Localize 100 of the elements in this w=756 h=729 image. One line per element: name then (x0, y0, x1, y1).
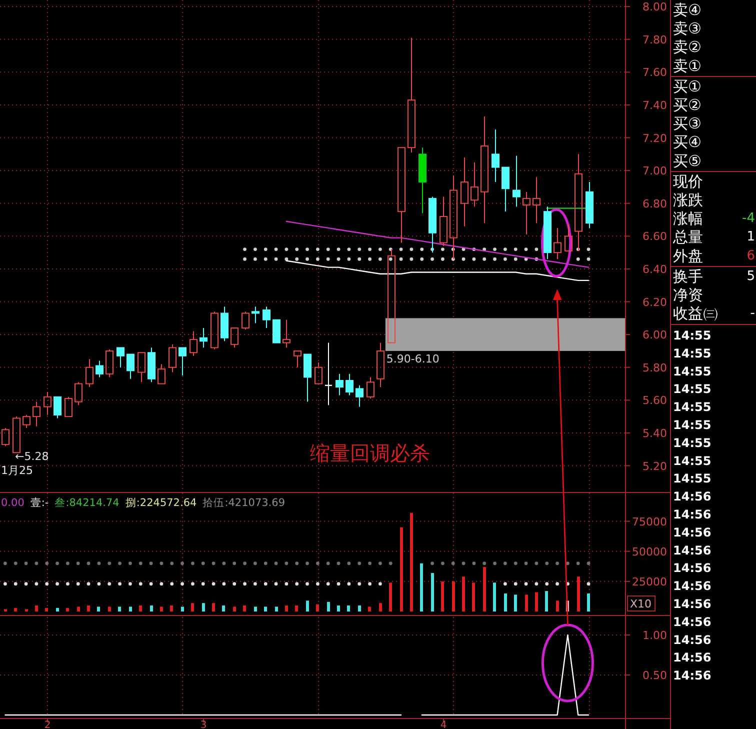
bar (77, 606, 80, 612)
text: - (750, 306, 755, 322)
bar (66, 608, 69, 612)
category-label: 卖④ (673, 1, 702, 19)
candlestick (86, 358, 94, 388)
bar (316, 604, 319, 612)
bar (264, 606, 267, 612)
bar (97, 606, 100, 612)
text: 6 (746, 248, 755, 264)
bar (400, 527, 403, 612)
text: 14:55 (673, 400, 712, 414)
text: 14:55 (673, 454, 712, 468)
bar (118, 606, 121, 612)
category-label: 涨幅 (673, 210, 703, 228)
bar (587, 593, 590, 612)
candlestick (470, 162, 478, 208)
text: 14:56 (673, 597, 712, 611)
annotation: 缩量回调必杀 (310, 441, 430, 465)
bar (243, 605, 246, 612)
y-tick-label: 7.80 (642, 33, 667, 46)
bar (295, 605, 298, 612)
annotation: 叁:84214.74 (54, 496, 120, 509)
candlestick (408, 37, 416, 154)
candlestick (190, 330, 198, 356)
text: 14:55 (673, 418, 712, 432)
bar (87, 605, 90, 612)
text: 14:56 (673, 543, 712, 558)
bar (212, 603, 215, 612)
text: 14:56 (673, 614, 712, 629)
candlestick (522, 191, 530, 236)
bar (493, 582, 496, 612)
text: 14:56 (673, 561, 712, 576)
y-tick-label: 7.00 (642, 164, 667, 178)
candlestick (398, 147, 406, 244)
candlestick (262, 306, 270, 328)
bar (420, 563, 423, 612)
text: 14:55 (673, 346, 712, 360)
bar (139, 605, 142, 612)
text: 14:56 (673, 525, 712, 540)
text: 14:55 (673, 472, 712, 486)
candlestick (126, 354, 134, 380)
category-label: 卖③ (673, 20, 702, 38)
category-label: 卖② (673, 38, 702, 56)
candlestick (346, 373, 354, 396)
candlestick (138, 352, 146, 383)
bar (337, 605, 340, 612)
category-label: 买② (673, 96, 702, 114)
annotation: 壹:- (30, 496, 49, 509)
bar (254, 606, 257, 612)
text: 14:56 (673, 632, 712, 647)
candlestick (554, 227, 562, 260)
candlestick (376, 342, 384, 388)
bar (191, 603, 194, 612)
bar (462, 576, 465, 612)
candlestick (356, 384, 364, 408)
bar (14, 608, 17, 612)
bar (181, 606, 184, 612)
text: 1 (746, 230, 755, 245)
y-tick-label: 5.80 (642, 361, 667, 374)
candlestick (336, 373, 344, 396)
bar (577, 576, 580, 612)
y-tick-label: 6.60 (642, 230, 667, 244)
text: 14:55 (673, 382, 712, 396)
bar (514, 594, 517, 612)
candlestick (32, 401, 40, 427)
text: 14:56 (673, 650, 712, 665)
candlestick (480, 116, 488, 224)
bar (170, 605, 173, 612)
candlestick (492, 129, 500, 183)
bar (35, 605, 38, 612)
annotation: ←5.28 (15, 450, 49, 463)
annotation: 拾伍:421073.69 (202, 497, 286, 509)
text: -4 (742, 211, 755, 226)
bar (472, 582, 475, 612)
candlestick (304, 354, 312, 402)
y-tick-label: 7.40 (642, 98, 667, 112)
candlestick (564, 224, 572, 252)
bar (389, 582, 392, 612)
candlestick (586, 182, 594, 228)
x-tick-label: 3 (200, 720, 207, 729)
annotation: 1月25 (1, 464, 33, 477)
candlestick (294, 350, 302, 368)
candlestick (460, 156, 468, 227)
candlestick (440, 196, 448, 246)
candlestick (252, 306, 260, 324)
bar (504, 593, 507, 612)
text: 14:55 (673, 328, 712, 342)
bar (525, 594, 528, 612)
y-tick-label: 6.20 (642, 296, 667, 309)
category-label: 买③ (673, 114, 702, 133)
bar (160, 606, 163, 612)
y-tick-label: 6.40 (642, 262, 667, 276)
bar (483, 566, 486, 612)
annotation: 0.00 (1, 497, 24, 509)
bar (441, 581, 444, 612)
text: 14:55 (673, 364, 712, 378)
text: 14:56 (673, 490, 712, 504)
bar (368, 606, 371, 612)
y-tick-label: 50000 (632, 545, 667, 558)
bar (45, 608, 48, 612)
